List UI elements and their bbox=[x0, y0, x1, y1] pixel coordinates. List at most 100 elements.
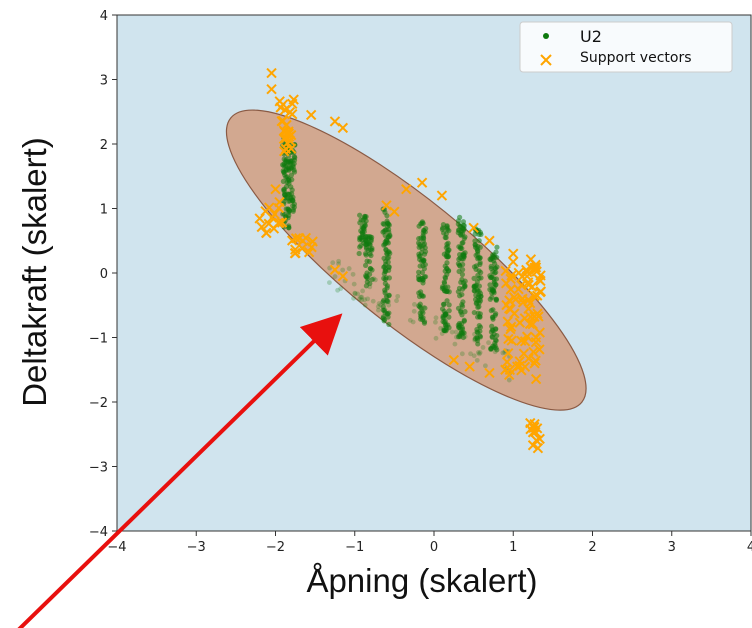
u2-data-point bbox=[386, 321, 392, 328]
support-vector-point bbox=[269, 208, 280, 220]
u2-data-point bbox=[452, 341, 458, 347]
u2-data-point bbox=[369, 234, 375, 240]
support-vector-point bbox=[290, 247, 301, 259]
u2-data-point bbox=[480, 345, 486, 350]
u2-data-point bbox=[383, 293, 389, 299]
u2-data-point bbox=[416, 236, 422, 242]
u2-data-point bbox=[282, 195, 288, 201]
u2-data-point bbox=[285, 159, 291, 165]
support-vector-point bbox=[503, 347, 514, 359]
legend-marker-support-vectors bbox=[540, 54, 552, 66]
support-vector-point bbox=[381, 200, 392, 211]
u2-data-point bbox=[382, 289, 388, 295]
u2-data-point bbox=[288, 184, 294, 190]
u2-data-point bbox=[358, 294, 364, 300]
u2-data-point bbox=[381, 297, 387, 303]
y-tick-label: 0 bbox=[100, 267, 108, 282]
support-vector-point bbox=[533, 274, 545, 285]
u2-data-point bbox=[386, 302, 392, 308]
support-vector-point bbox=[278, 146, 290, 157]
u2-data-point bbox=[472, 238, 478, 244]
u2-data-point bbox=[365, 275, 371, 282]
support-vector-point bbox=[305, 109, 317, 121]
u2-data-point bbox=[459, 291, 465, 298]
support-vector-point bbox=[500, 265, 511, 277]
u2-data-point bbox=[471, 275, 477, 282]
support-vector-point bbox=[516, 335, 527, 346]
u2-data-point bbox=[488, 345, 494, 352]
u2-data-point bbox=[476, 351, 482, 357]
u2-data-point bbox=[336, 258, 342, 264]
support-vector-point bbox=[502, 316, 513, 327]
support-vector-point bbox=[464, 361, 475, 372]
support-vector-point bbox=[307, 236, 318, 247]
support-vector-point bbox=[505, 321, 517, 333]
support-vector-point bbox=[290, 233, 302, 244]
support-vector-point bbox=[508, 248, 519, 259]
support-vector-point bbox=[501, 356, 513, 368]
u2-data-point bbox=[350, 271, 356, 277]
u2-data-point bbox=[456, 285, 463, 291]
u2-data-point bbox=[472, 337, 478, 343]
support-vector-point bbox=[500, 278, 512, 289]
u2-data-point bbox=[459, 271, 466, 278]
u2-data-point bbox=[478, 275, 484, 281]
u2-data-point bbox=[381, 271, 387, 277]
u2-data-point bbox=[420, 230, 426, 236]
u2-data-point bbox=[474, 357, 480, 363]
u2-data-point bbox=[286, 208, 293, 214]
u2-data-point bbox=[444, 223, 450, 229]
support-vector-point bbox=[337, 122, 349, 134]
u2-data-point bbox=[458, 308, 464, 314]
x-tick-label: 4 bbox=[747, 540, 752, 555]
u2-data-point bbox=[416, 240, 422, 246]
u2-data-point bbox=[357, 235, 364, 241]
u2-data-point bbox=[382, 307, 388, 313]
u2-data-point bbox=[281, 163, 287, 169]
support-vector-point bbox=[288, 94, 299, 105]
y-tick-label: 1 bbox=[100, 203, 108, 218]
support-vector-point bbox=[468, 222, 479, 234]
support-vector-point bbox=[533, 311, 544, 322]
u2-data-point bbox=[291, 169, 298, 175]
u2-data-point bbox=[412, 302, 417, 307]
u2-data-point bbox=[421, 320, 428, 326]
y-tick-label: −2 bbox=[89, 396, 108, 411]
u2-data-point bbox=[376, 301, 382, 306]
support-vector-point bbox=[484, 235, 495, 246]
u2-data-point bbox=[281, 169, 287, 175]
u2-data-point bbox=[446, 308, 452, 314]
support-vector-point bbox=[416, 177, 428, 188]
u2-data-point bbox=[442, 274, 448, 280]
u2-data-point bbox=[351, 281, 357, 287]
u2-data-point bbox=[477, 311, 483, 317]
u2-data-point bbox=[291, 201, 297, 207]
support-vector-layer bbox=[254, 67, 547, 454]
u2-data-point bbox=[386, 299, 392, 304]
support-vector-point bbox=[329, 116, 341, 127]
u2-data-point bbox=[462, 334, 468, 339]
u2-data-point bbox=[352, 291, 358, 297]
u2-data-point bbox=[478, 231, 484, 238]
u2-data-point bbox=[368, 238, 374, 244]
u2-data-point bbox=[487, 273, 493, 279]
x-tick-label: 3 bbox=[668, 540, 676, 555]
support-vector-point bbox=[525, 254, 537, 265]
support-vector-point bbox=[266, 83, 277, 95]
u2-data-point bbox=[460, 228, 466, 234]
u2-data-point bbox=[358, 243, 364, 249]
u2-data-point bbox=[474, 337, 481, 343]
u2-data-point bbox=[494, 244, 500, 250]
u2-data-point bbox=[455, 218, 462, 224]
u2-data-point bbox=[440, 318, 446, 325]
u2-data-point bbox=[474, 329, 480, 335]
u2-data-point bbox=[420, 315, 426, 321]
support-vector-point bbox=[300, 232, 312, 244]
u2-data-point bbox=[460, 240, 466, 246]
u2-data-point bbox=[335, 287, 341, 293]
support-vector-point bbox=[285, 143, 297, 154]
u2-data-point bbox=[456, 268, 462, 275]
u2-data-point bbox=[407, 317, 413, 323]
u2-data-point bbox=[492, 326, 499, 332]
u2-data-point bbox=[383, 275, 389, 281]
